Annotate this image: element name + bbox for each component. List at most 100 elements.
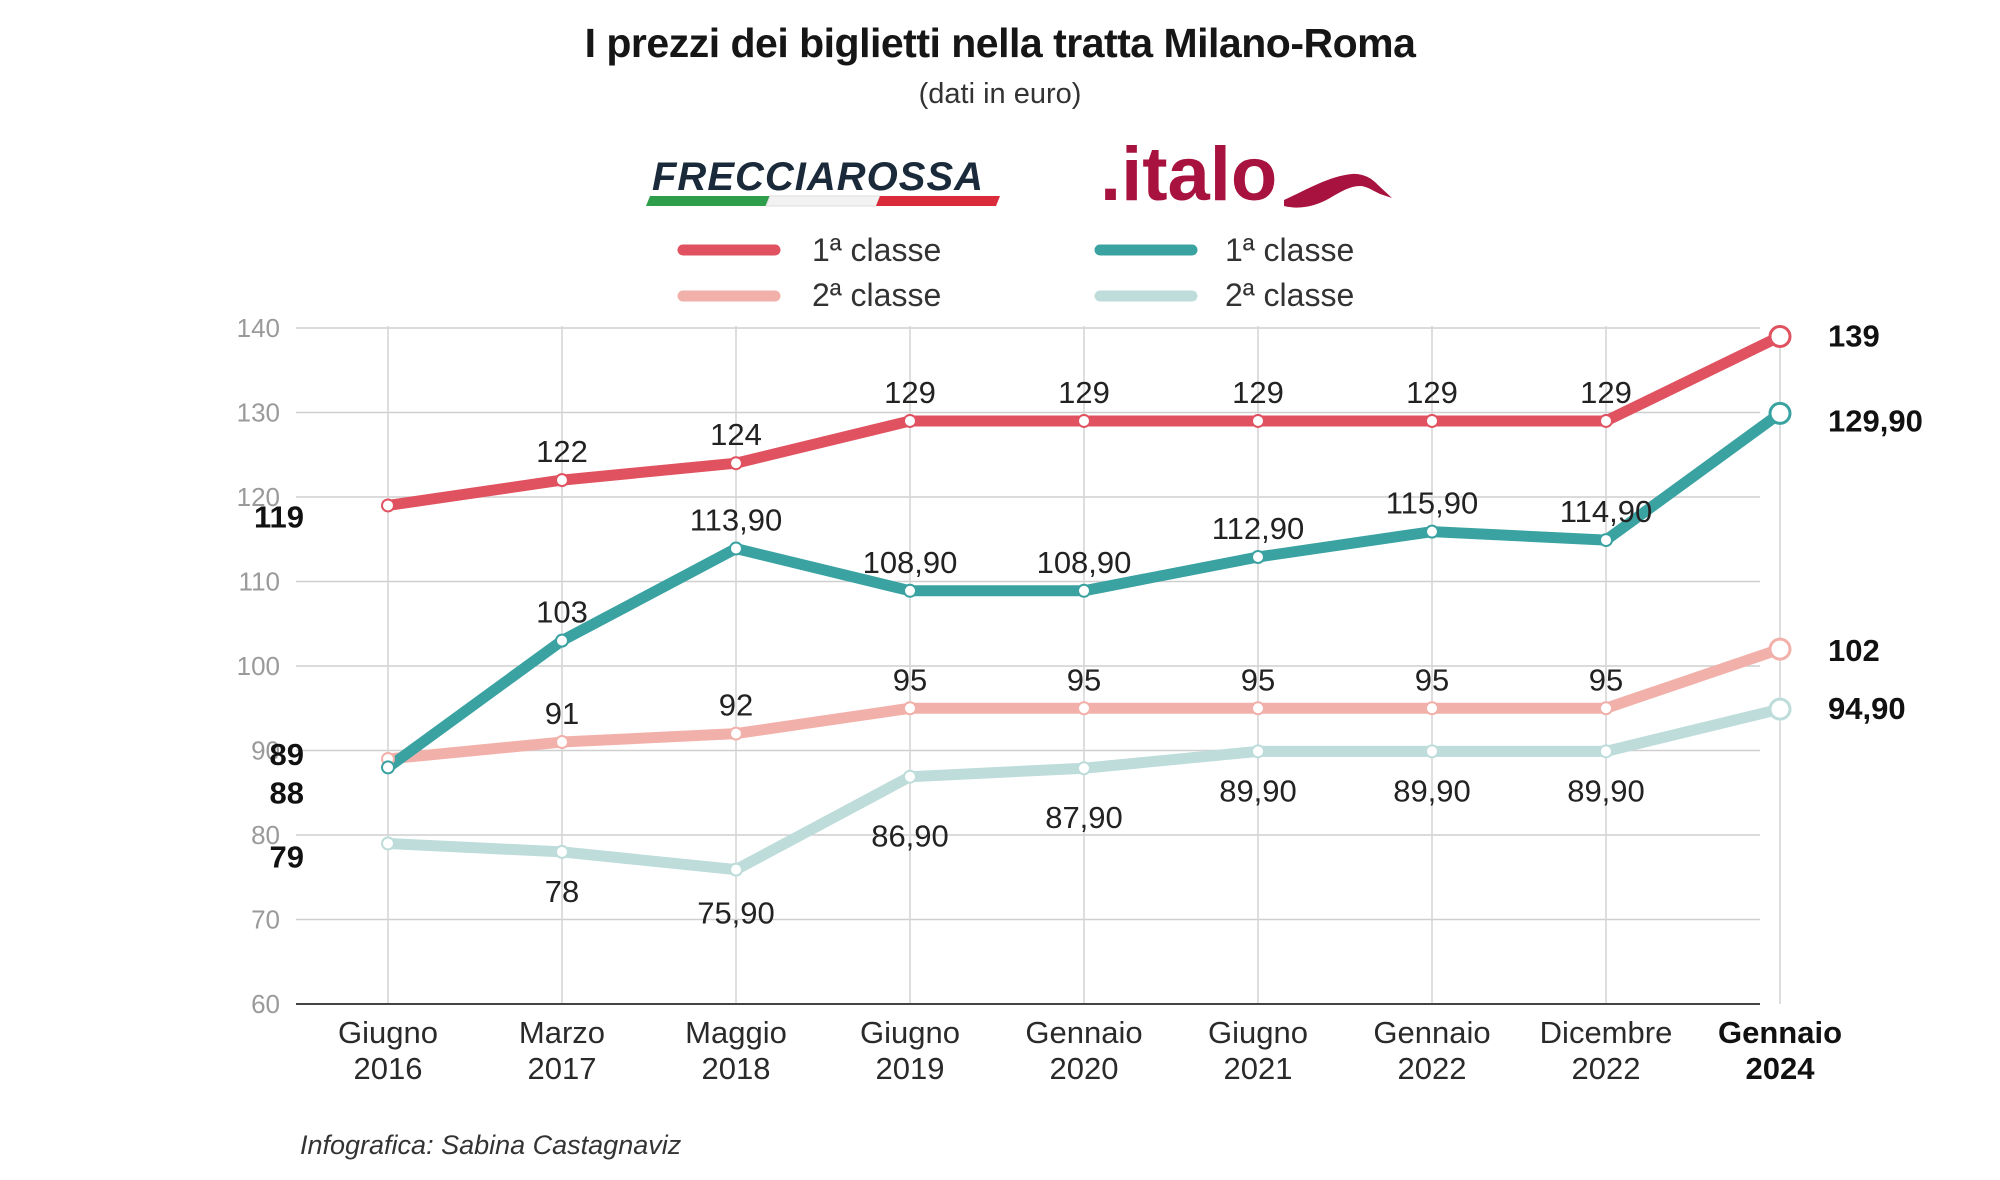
data-point	[555, 633, 569, 648]
x-tick-label: 2017	[528, 1051, 597, 1086]
chart-title: I prezzi dei biglietti nella tratta Mila…	[584, 20, 1416, 66]
data-label: 124	[710, 417, 762, 452]
x-tick-label: 2020	[1050, 1051, 1119, 1086]
data-labels: 119 122 124 129 129 129 129 129 139 88 103 113,90 10…	[254, 318, 1923, 930]
data-point	[729, 541, 743, 556]
x-tick-label: Giugno	[1208, 1015, 1308, 1050]
data-point	[903, 769, 917, 784]
infographic-credit: Infografica: Sabina Castagnaviz	[300, 1130, 682, 1160]
frecciarossa-logo: FRECCIAROSSA	[646, 155, 1000, 207]
x-tick-label: 2016	[354, 1051, 423, 1086]
data-point	[1768, 324, 1792, 348]
flag-white-stripe	[765, 195, 881, 207]
y-tick-label: 100	[237, 651, 280, 681]
legend-label-italo-2: 2ª classe	[1225, 277, 1354, 313]
data-point	[555, 735, 569, 750]
data-point	[903, 701, 917, 716]
data-label: 108,90	[1037, 545, 1132, 580]
data-label: 92	[719, 688, 753, 723]
data-label: 129,90	[1828, 403, 1923, 438]
data-label: 115,90	[1386, 486, 1479, 521]
legend: 1ª classe 2ª classe 1ª classe 2ª classe	[677, 232, 1354, 313]
x-tick-label: Giugno	[338, 1015, 438, 1050]
data-point	[381, 760, 395, 775]
x-tick-label: Dicembre	[1540, 1015, 1673, 1050]
data-label: 95	[1241, 662, 1275, 697]
data-label: 89,90	[1219, 773, 1297, 808]
chart-subtitle: (dati in euro)	[918, 78, 1082, 110]
data-point	[1425, 524, 1439, 539]
legend-label-frecciarossa-2: 2ª classe	[812, 277, 941, 313]
data-label: 129	[884, 375, 936, 410]
data-label: 112,90	[1212, 511, 1305, 546]
x-tick-label: Gennaio	[1718, 1015, 1842, 1050]
data-label: 108,90	[863, 545, 958, 580]
data-point	[1425, 744, 1439, 759]
italo-hare-icon	[1284, 173, 1392, 208]
data-point	[729, 456, 743, 471]
x-tick-label: 2021	[1224, 1051, 1293, 1086]
data-point	[555, 844, 569, 859]
italo-logo: .italo	[1100, 132, 1392, 217]
y-tick-label: 80	[251, 820, 280, 850]
data-point	[1768, 697, 1792, 721]
data-point	[381, 498, 395, 513]
series-lines	[381, 324, 1792, 877]
y-tick-label: 110	[239, 567, 280, 597]
data-label: 89,90	[1393, 773, 1471, 808]
data-label: 114,90	[1560, 494, 1653, 529]
data-label: 119	[254, 499, 304, 534]
data-label: 95	[893, 662, 927, 697]
data-label: 113,90	[690, 503, 783, 538]
y-tick-label: 140	[237, 313, 280, 343]
x-tick-label: 2018	[702, 1051, 771, 1086]
data-label: 91	[545, 696, 579, 731]
data-point	[1599, 533, 1613, 548]
y-tick-label: 120	[237, 482, 280, 512]
data-label: 78	[545, 874, 579, 909]
data-point	[381, 836, 395, 851]
x-tick-label: 2019	[876, 1051, 945, 1086]
data-label: 88	[270, 775, 304, 810]
data-label: 122	[536, 434, 588, 469]
data-label: 95	[1589, 662, 1623, 697]
x-tick-label: 2022	[1398, 1051, 1467, 1086]
y-tick-label: 130	[237, 398, 280, 428]
data-point	[1077, 701, 1091, 716]
data-point	[1251, 744, 1265, 759]
data-point	[903, 583, 917, 598]
data-point	[1251, 701, 1265, 716]
data-label: 89	[270, 737, 304, 772]
data-point	[1768, 401, 1792, 425]
data-point	[1768, 637, 1792, 661]
data-point	[1599, 413, 1613, 428]
x-tick-label: Gennaio	[1373, 1015, 1490, 1050]
data-label: 129	[1406, 375, 1458, 410]
x-tick-label: Maggio	[685, 1015, 787, 1050]
data-point	[1251, 549, 1265, 564]
data-point	[1599, 744, 1613, 759]
data-point	[1425, 701, 1439, 716]
x-tick-label: Giugno	[860, 1015, 960, 1050]
data-point	[1425, 413, 1439, 428]
y-tick-label: 60	[251, 989, 280, 1019]
data-label: 75,90	[697, 896, 775, 931]
data-point	[1251, 413, 1265, 428]
x-tick-label: 2024	[1746, 1051, 1816, 1086]
y-tick-label: 70	[251, 905, 280, 935]
data-label: 129	[1058, 375, 1110, 410]
x-tick-label: 2022	[1572, 1051, 1641, 1086]
data-label: 89,90	[1567, 773, 1645, 808]
data-point	[555, 473, 569, 488]
data-label: 79	[270, 839, 304, 874]
flag-red-stripe	[876, 196, 1000, 206]
x-tick-label: Marzo	[519, 1015, 605, 1050]
data-point	[729, 726, 743, 741]
data-label: 129	[1580, 375, 1632, 410]
data-label: 103	[536, 595, 588, 630]
data-label: 95	[1067, 662, 1101, 697]
italo-logo-text: .italo	[1100, 132, 1277, 217]
x-tick-label: Gennaio	[1025, 1015, 1142, 1050]
data-label: 95	[1415, 662, 1449, 697]
